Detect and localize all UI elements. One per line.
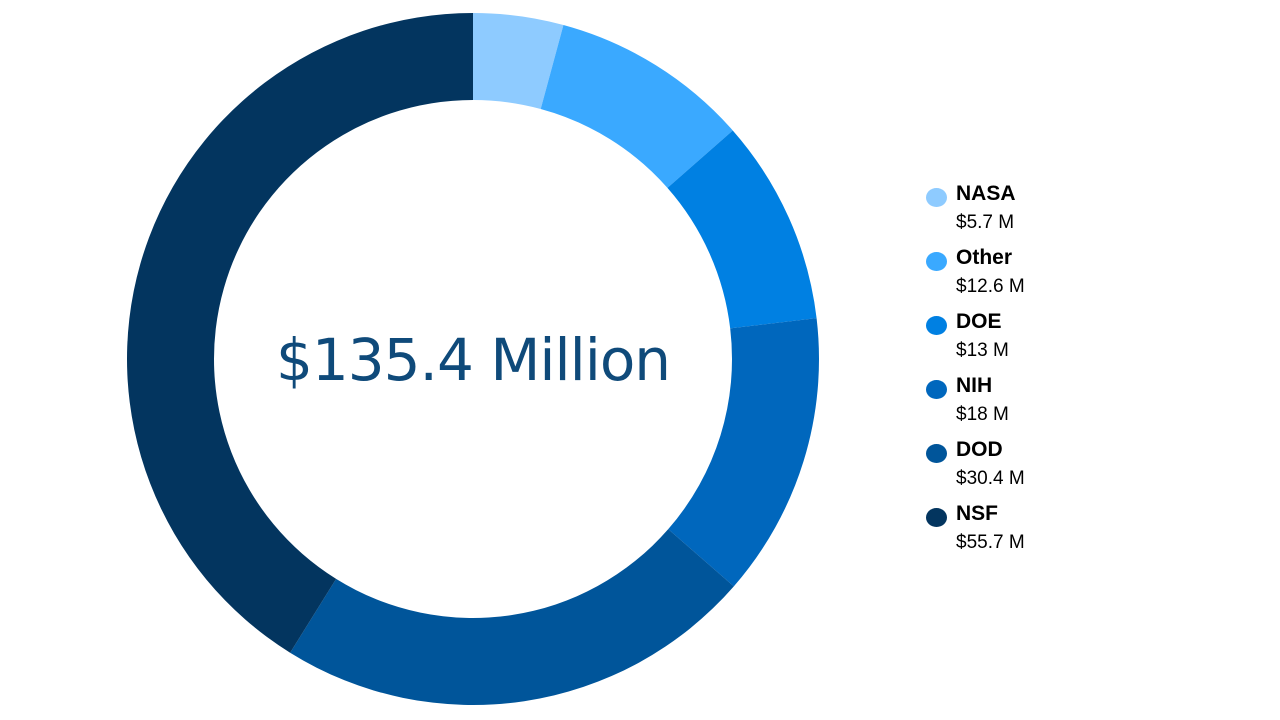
legend-item-nasa: NASA $5.7 M (922, 180, 1182, 244)
legend-item-other: Other $12.6 M (922, 244, 1182, 308)
legend-item-doe: DOE $13 M (922, 308, 1182, 372)
total-label: $135.4 Million (275, 326, 671, 394)
donut-slice-doe (667, 130, 817, 329)
legend-value-nsf: $55.7 M (956, 532, 1025, 553)
legend-label-dod: DOD (956, 438, 1003, 461)
donut-slice-nih (668, 318, 819, 587)
legend: NASA $5.7 M Other $12.6 M DOE $13 M NIH … (922, 180, 1182, 564)
legend-marker-dod (926, 444, 947, 463)
legend-marker-doe (926, 316, 947, 335)
donut-chart (127, 13, 819, 705)
donut-slice-nasa (473, 13, 564, 110)
legend-value-doe: $13 M (956, 340, 1009, 361)
donut-slice-dod (290, 529, 734, 705)
legend-item-nih: NIH $18 M (922, 372, 1182, 436)
legend-value-dod: $30.4 M (956, 468, 1025, 489)
donut-slice-nsf (127, 13, 473, 653)
legend-label-other: Other (956, 246, 1013, 269)
legend-label-nih: NIH (956, 374, 993, 397)
legend-value-nih: $18 M (956, 404, 1009, 425)
legend-marker-nsf (926, 508, 947, 527)
legend-label-doe: DOE (956, 310, 1002, 333)
legend-value-other: $12.6 M (956, 276, 1025, 297)
legend-label-nasa: NASA (956, 182, 1016, 205)
legend-marker-other (926, 252, 947, 271)
legend-item-dod: DOD $30.4 M (922, 436, 1182, 500)
legend-marker-nasa (926, 188, 947, 207)
legend-item-nsf: NSF $55.7 M (922, 500, 1182, 564)
legend-label-nsf: NSF (956, 502, 998, 525)
legend-marker-nih (926, 380, 947, 399)
legend-value-nasa: $5.7 M (956, 212, 1015, 233)
donut-slice-other (540, 25, 733, 188)
